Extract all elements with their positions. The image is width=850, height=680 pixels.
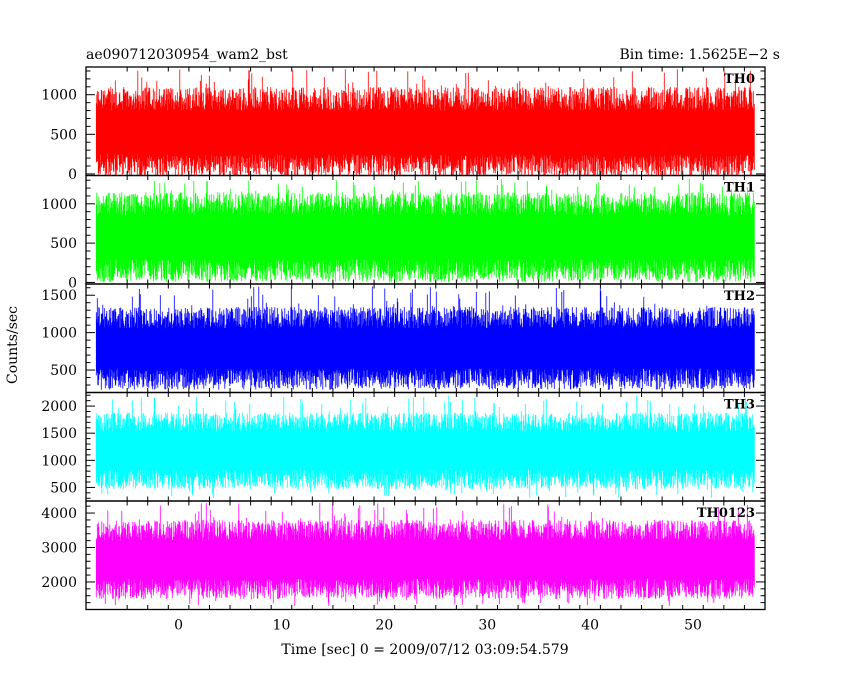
series-trace-th2 (95, 286, 755, 390)
panel-label-th0123: TH0123 (697, 506, 755, 521)
panel-frame-th0123 (85, 500, 766, 611)
y-tick-label: 2000 (41, 575, 77, 591)
x-tick-label: 10 (273, 618, 291, 634)
y-tick-label: 1000 (41, 326, 77, 342)
series-trace-th3 (95, 395, 755, 498)
panels-group: TH005001000TH105001000TH250010001500TH35… (41, 66, 766, 634)
x-tick-label: 40 (581, 618, 599, 634)
series-trace-th0 (95, 69, 755, 176)
x-tick-label: 0 (174, 618, 183, 634)
x-tick-label: 50 (684, 618, 702, 634)
series-trace-th0123 (95, 502, 755, 606)
y-tick-label: 1500 (41, 288, 77, 304)
series-trace-th1 (95, 178, 755, 283)
y-tick-label: 3000 (41, 541, 77, 557)
y-tick-label: 500 (50, 480, 77, 496)
y-tick-label: 1000 (41, 197, 77, 213)
y-tick-label: 500 (50, 127, 77, 143)
panel-label-th2: TH2 (724, 289, 755, 304)
panel-label-th0: TH0 (724, 72, 755, 87)
y-tick-label: 1000 (41, 453, 77, 469)
panel-label-th1: TH1 (724, 181, 755, 196)
x-tick-label: 30 (478, 618, 496, 634)
y-tick-label: 500 (50, 363, 77, 379)
chart-title: ae090712030954_wam2_bst (86, 47, 288, 63)
y-tick-label: 0 (68, 275, 77, 291)
x-axis-label: Time [sec] 0 = 2009/07/12 03:09:54.579 (281, 642, 568, 658)
y-tick-label: 1500 (41, 426, 77, 442)
y-tick-label: 2000 (41, 399, 77, 415)
y-tick-label: 4000 (41, 506, 77, 522)
y-tick-label: 500 (50, 236, 77, 252)
bin-time-label: Bin time: 1.5625E−2 s (619, 47, 780, 63)
x-tick-label: 20 (375, 618, 393, 634)
y-tick-label: 1000 (41, 88, 77, 104)
y-tick-label: 0 (68, 167, 77, 183)
y-axis-label: Counts/sec (5, 306, 21, 384)
panel-label-th3: TH3 (724, 398, 755, 413)
